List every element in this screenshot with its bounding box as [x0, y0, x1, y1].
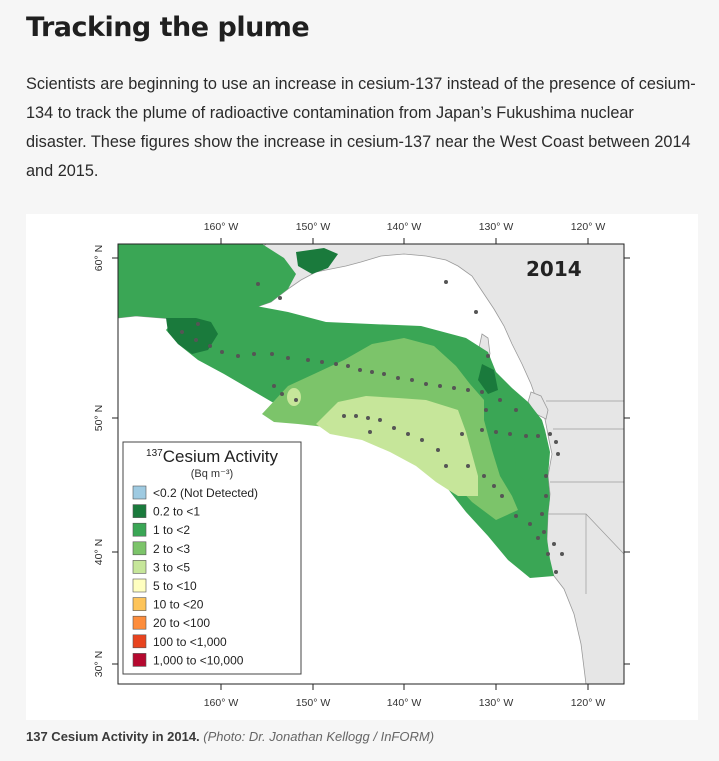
legend-label: 100 to <1,000	[153, 635, 227, 649]
lon-labels-bottom: 160° W 150° W 140° W 130° W 120° W	[204, 697, 606, 709]
zone-0.2-to-1-west	[166, 318, 218, 354]
lat-label: 50° N	[93, 405, 105, 431]
lon-label: 120° W	[571, 221, 606, 233]
legend-label: 2 to <3	[153, 542, 190, 556]
legend-label: <0.2 (Not Detected)	[153, 486, 258, 500]
lat-label: 40° N	[93, 539, 105, 565]
lon-label: 160° W	[204, 697, 239, 709]
lat-labels: 60° N 50° N 40° N 30° N	[93, 245, 105, 677]
figure-caption: 137 Cesium Activity in 2014. (Photo: Dr.…	[26, 729, 434, 744]
caption-bold: 137 Cesium Activity in 2014.	[26, 729, 200, 744]
map-frame	[117, 243, 625, 685]
legend-swatch	[132, 485, 147, 500]
legend-swatch	[132, 653, 147, 667]
tick-marks	[112, 238, 630, 690]
state-borders	[546, 400, 624, 594]
legend-label: 1 to <2	[153, 523, 190, 537]
cesium-zones	[118, 244, 554, 578]
legend-title: 137Cesium Activity	[146, 447, 278, 466]
legend-swatch	[132, 615, 147, 630]
lon-label: 150° W	[296, 221, 331, 233]
legend-box	[122, 441, 302, 675]
legend-swatch	[132, 597, 147, 611]
legend-label: 3 to <5	[153, 560, 190, 574]
cesium-map-figure: 160° W 150° W 140° W 130° W 120° W 160° …	[26, 214, 698, 720]
legend-label: 20 to <100	[153, 616, 210, 630]
legend-swatch	[132, 634, 147, 649]
legend-label: 10 to <20	[153, 598, 204, 612]
legend-swatch	[132, 578, 147, 593]
lon-label: 150° W	[296, 697, 331, 709]
lon-label: 160° W	[204, 221, 239, 233]
lat-label: 60° N	[93, 245, 105, 271]
legend: 137Cesium Activity (Bq m⁻³) <0.2 (Not De…	[122, 441, 302, 675]
legend-label: 1,000 to <10,000	[153, 653, 244, 667]
lat-label: 30° N	[93, 651, 105, 677]
legend-label: 0.2 to <1	[153, 505, 200, 519]
legend-label: 5 to <10	[153, 579, 197, 593]
year-label: 2014	[526, 257, 582, 281]
caption-credit: (Photo: Dr. Jonathan Kellogg / InFORM)	[203, 729, 435, 744]
cesium-map: 160° W 150° W 140° W 130° W 120° W 160° …	[93, 221, 630, 709]
legend-items: <0.2 (Not Detected) 0.2 to <1 1 to <2 2 to …	[132, 485, 258, 667]
zone-0.2-to-1-north	[296, 248, 338, 274]
zone-3-to-5	[316, 396, 478, 496]
lon-label: 140° W	[387, 221, 422, 233]
zone-1-to-2-inlet	[514, 436, 538, 482]
zone-3-to-5-spot	[287, 388, 301, 406]
lon-labels-top: 160° W 150° W 140° W 130° W 120° W	[204, 221, 606, 233]
lon-label: 120° W	[571, 697, 606, 709]
sample-stations	[180, 280, 564, 574]
lon-label: 140° W	[387, 697, 422, 709]
legend-swatch	[132, 504, 147, 518]
legend-swatch	[132, 541, 147, 556]
intro-paragraph: Scientists are beginning to use an incre…	[26, 75, 696, 180]
page-title: Tracking the plume	[26, 12, 310, 43]
zone-0.2-to-1-coast	[478, 364, 498, 394]
lon-label: 130° W	[479, 697, 514, 709]
lon-label: 130° W	[479, 221, 514, 233]
legend-unit: (Bq m⁻³)	[191, 468, 233, 480]
legend-swatch	[132, 560, 147, 574]
legend-swatch	[132, 522, 147, 537]
